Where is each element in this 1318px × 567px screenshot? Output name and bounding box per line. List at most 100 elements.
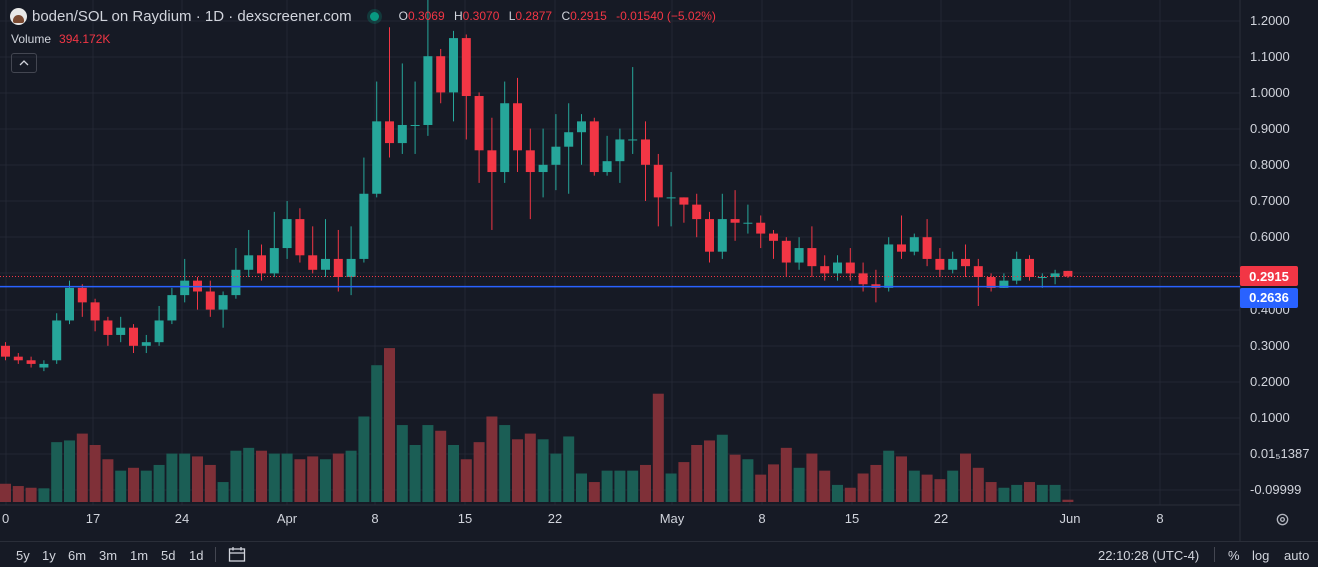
clock-time[interactable]: 22:10:28 (UTC-4) [1098, 548, 1200, 563]
ohlc-close-value: 0.2915 [570, 9, 607, 23]
volume-bar [140, 470, 152, 502]
volume-bar [755, 474, 767, 502]
volume-bar [25, 487, 37, 502]
volume-label: Volume [11, 32, 52, 46]
volume-bar [665, 473, 677, 502]
candle-body [103, 320, 113, 335]
candle-body [589, 121, 599, 173]
candle [218, 291, 228, 328]
candle-body [794, 248, 804, 263]
volume-bar [601, 470, 613, 502]
candle [333, 229, 343, 292]
volume-bar [128, 467, 139, 502]
volume-bar [588, 482, 600, 502]
range-1d-button[interactable]: 1d [189, 548, 204, 563]
x-tick-label: 0 [2, 511, 9, 526]
volume-bar [550, 453, 562, 502]
candle-body [1012, 258, 1022, 281]
candle-body [333, 258, 343, 278]
candle-body [13, 356, 23, 361]
candle-body [474, 96, 484, 151]
volume-bar [742, 459, 754, 502]
candle-body [500, 103, 510, 173]
settings-gear-icon[interactable] [1275, 512, 1290, 527]
candle-body [423, 56, 433, 125]
volume-bar [832, 484, 843, 502]
candle-body [833, 262, 842, 274]
candle-body [410, 124, 420, 126]
candle-body [935, 258, 945, 270]
candle-body [461, 38, 471, 97]
volume-bar [89, 445, 101, 502]
candle-body [90, 302, 100, 321]
candle-body [231, 269, 241, 296]
volume-bar [704, 440, 715, 502]
candle [500, 81, 510, 183]
candle [77, 284, 87, 317]
candle-body [52, 320, 62, 361]
range-6m-button[interactable]: 6m [68, 548, 87, 563]
candle [743, 204, 753, 234]
candle [922, 219, 932, 267]
range-5d-button[interactable]: 5d [161, 548, 176, 563]
range-1m-button[interactable]: 1m [130, 548, 149, 563]
candle [372, 81, 382, 198]
volume-bar [409, 445, 421, 502]
volume-bar [627, 470, 639, 502]
candle [129, 324, 138, 354]
range-1y-button[interactable]: 1y [42, 548, 56, 563]
candle-body [820, 266, 830, 274]
volume-bar [921, 474, 933, 502]
candle [551, 114, 561, 191]
candle [359, 157, 369, 263]
candle-body [756, 222, 766, 234]
chevron-up-icon [19, 60, 29, 66]
volume-bar [166, 453, 178, 502]
range-3m-button[interactable]: 3m [99, 548, 118, 563]
volume-bar [793, 467, 805, 502]
candle [487, 117, 497, 230]
candle-body [551, 146, 561, 165]
volume-bar [691, 445, 703, 502]
y-tick-label: 0.1000 [1250, 410, 1290, 425]
auto-scale-toggle[interactable]: auto [1284, 548, 1310, 563]
volume-bar [896, 456, 907, 502]
candle-body [641, 139, 650, 165]
log-scale-toggle[interactable]: log [1252, 548, 1270, 563]
volume-bar [281, 453, 293, 502]
volume-bar [422, 425, 434, 502]
percent-scale-toggle[interactable]: % [1228, 548, 1240, 563]
candle-body [525, 150, 535, 173]
toolbar-divider [1214, 547, 1215, 562]
candle [820, 255, 830, 281]
range-5y-button[interactable]: 5y [16, 548, 30, 563]
candle [26, 356, 36, 368]
price-chart[interactable]: 1.2000 1.1000 1.0000 0.9000 0.8000 0.7000 0.60… [0, 0, 1318, 541]
volume-bar [396, 425, 408, 502]
volume-bar [768, 464, 779, 502]
y-axis-labels: 1.2000 1.1000 1.0000 0.9000 0.8000 0.7000 0.60… [1250, 13, 1309, 497]
calendar-icon[interactable] [228, 546, 246, 562]
volume-bar [780, 447, 792, 502]
candle [346, 226, 356, 296]
candle-body [653, 164, 663, 198]
candle [321, 219, 330, 278]
candle [615, 128, 625, 183]
volume-bar [332, 453, 344, 502]
volume-bar [179, 453, 191, 502]
candle [897, 215, 906, 259]
volume-bar [460, 459, 472, 502]
candle [244, 229, 254, 278]
candle [973, 258, 983, 306]
candle [666, 172, 676, 227]
collapse-legend-button[interactable] [11, 53, 37, 73]
horizontal-line-price-tag: 0.2636 [1240, 287, 1298, 308]
candle-body [449, 38, 458, 93]
candle-body [244, 255, 254, 270]
candle-body [692, 204, 702, 220]
token-logo-icon [10, 7, 27, 25]
candle-body [679, 197, 689, 205]
y-tick-label: 1.2000 [1250, 13, 1290, 28]
volume-bar [998, 487, 1010, 502]
volume-bar [563, 436, 575, 502]
